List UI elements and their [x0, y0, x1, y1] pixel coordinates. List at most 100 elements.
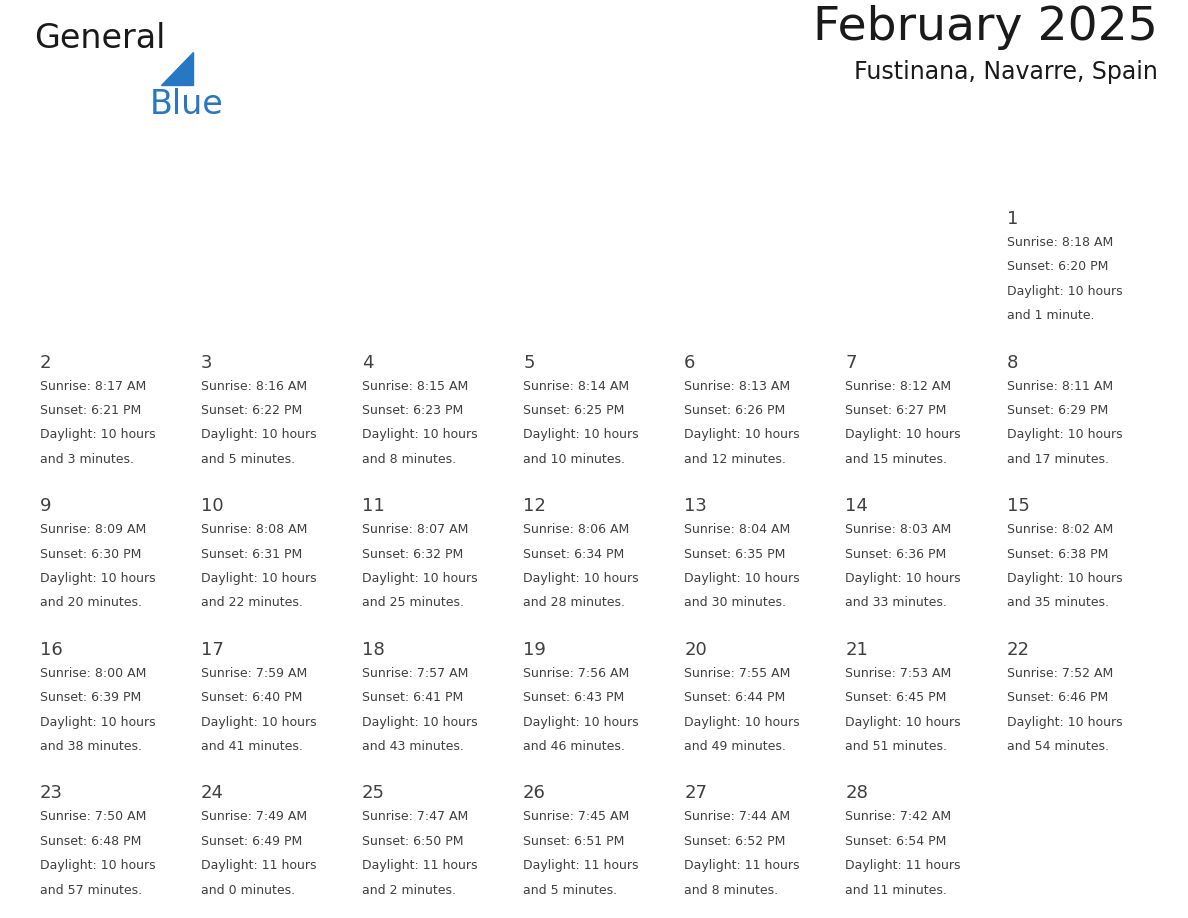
Text: and 8 minutes.: and 8 minutes.	[362, 453, 456, 465]
Text: Sunrise: 7:57 AM: Sunrise: 7:57 AM	[362, 666, 468, 679]
Text: and 33 minutes.: and 33 minutes.	[846, 597, 947, 610]
Text: Daylight: 10 hours: Daylight: 10 hours	[1006, 572, 1123, 585]
Text: 4: 4	[362, 353, 373, 372]
Text: Daylight: 11 hours: Daylight: 11 hours	[684, 859, 800, 872]
Text: and 28 minutes.: and 28 minutes.	[523, 597, 625, 610]
Text: 11: 11	[362, 498, 385, 515]
Text: Monday: Monday	[204, 169, 270, 186]
Text: Sunset: 6:52 PM: Sunset: 6:52 PM	[684, 834, 785, 847]
Text: Daylight: 10 hours: Daylight: 10 hours	[201, 715, 316, 729]
Text: 8: 8	[1006, 353, 1018, 372]
Text: 18: 18	[362, 641, 385, 659]
Text: Daylight: 10 hours: Daylight: 10 hours	[201, 572, 316, 585]
Text: Sunset: 6:32 PM: Sunset: 6:32 PM	[362, 547, 463, 561]
Text: Daylight: 10 hours: Daylight: 10 hours	[39, 572, 156, 585]
Text: Sunset: 6:27 PM: Sunset: 6:27 PM	[846, 404, 947, 417]
Text: and 11 minutes.: and 11 minutes.	[846, 883, 947, 897]
Text: 5: 5	[523, 353, 535, 372]
Text: Daylight: 10 hours: Daylight: 10 hours	[846, 572, 961, 585]
Text: and 5 minutes.: and 5 minutes.	[201, 453, 295, 465]
Text: Sunset: 6:22 PM: Sunset: 6:22 PM	[201, 404, 302, 417]
Text: Daylight: 11 hours: Daylight: 11 hours	[523, 859, 639, 872]
Text: and 49 minutes.: and 49 minutes.	[684, 740, 786, 753]
Text: Sunset: 6:45 PM: Sunset: 6:45 PM	[846, 691, 947, 704]
Text: Sunset: 6:50 PM: Sunset: 6:50 PM	[362, 834, 463, 847]
Text: Daylight: 11 hours: Daylight: 11 hours	[846, 859, 961, 872]
Text: Sunrise: 8:03 AM: Sunrise: 8:03 AM	[846, 523, 952, 536]
Text: Sunset: 6:40 PM: Sunset: 6:40 PM	[201, 691, 302, 704]
Text: and 54 minutes.: and 54 minutes.	[1006, 740, 1108, 753]
Text: Sunrise: 7:55 AM: Sunrise: 7:55 AM	[684, 666, 791, 679]
Text: Sunset: 6:39 PM: Sunset: 6:39 PM	[39, 691, 141, 704]
Text: 12: 12	[523, 498, 546, 515]
Text: Sunset: 6:38 PM: Sunset: 6:38 PM	[1006, 547, 1108, 561]
Text: and 30 minutes.: and 30 minutes.	[684, 597, 786, 610]
Text: and 17 minutes.: and 17 minutes.	[1006, 453, 1108, 465]
Text: Sunrise: 8:15 AM: Sunrise: 8:15 AM	[362, 379, 468, 393]
Text: Daylight: 11 hours: Daylight: 11 hours	[362, 859, 478, 872]
Text: Sunset: 6:41 PM: Sunset: 6:41 PM	[362, 691, 463, 704]
Text: and 20 minutes.: and 20 minutes.	[39, 597, 141, 610]
Text: Daylight: 10 hours: Daylight: 10 hours	[523, 715, 639, 729]
Text: Daylight: 10 hours: Daylight: 10 hours	[684, 429, 800, 442]
Text: Sunset: 6:54 PM: Sunset: 6:54 PM	[846, 834, 947, 847]
Text: 22: 22	[1006, 641, 1030, 659]
Text: and 2 minutes.: and 2 minutes.	[362, 883, 456, 897]
Text: 17: 17	[201, 641, 223, 659]
Text: Sunrise: 7:49 AM: Sunrise: 7:49 AM	[201, 811, 307, 823]
Text: 20: 20	[684, 641, 707, 659]
Text: Daylight: 10 hours: Daylight: 10 hours	[684, 715, 800, 729]
Text: and 8 minutes.: and 8 minutes.	[684, 883, 778, 897]
Text: 27: 27	[684, 785, 707, 802]
Text: Daylight: 10 hours: Daylight: 10 hours	[684, 572, 800, 585]
Text: Sunset: 6:43 PM: Sunset: 6:43 PM	[523, 691, 625, 704]
Text: 2: 2	[39, 353, 51, 372]
Text: Sunrise: 7:44 AM: Sunrise: 7:44 AM	[684, 811, 790, 823]
Text: Thursday: Thursday	[688, 169, 765, 186]
Text: and 22 minutes.: and 22 minutes.	[201, 597, 303, 610]
Text: Sunset: 6:51 PM: Sunset: 6:51 PM	[523, 834, 625, 847]
Text: February 2025: February 2025	[813, 5, 1158, 50]
Text: 3: 3	[201, 353, 213, 372]
Text: Sunrise: 8:09 AM: Sunrise: 8:09 AM	[39, 523, 146, 536]
Text: Saturday: Saturday	[1010, 169, 1085, 186]
Text: Sunrise: 7:50 AM: Sunrise: 7:50 AM	[39, 811, 146, 823]
Text: Sunset: 6:21 PM: Sunset: 6:21 PM	[39, 404, 141, 417]
Polygon shape	[160, 52, 192, 85]
Text: 25: 25	[362, 785, 385, 802]
Text: 13: 13	[684, 498, 707, 515]
Text: Daylight: 10 hours: Daylight: 10 hours	[1006, 285, 1123, 297]
Text: Sunset: 6:23 PM: Sunset: 6:23 PM	[362, 404, 463, 417]
Text: Daylight: 11 hours: Daylight: 11 hours	[201, 859, 316, 872]
Text: 9: 9	[39, 498, 51, 515]
Text: 14: 14	[846, 498, 868, 515]
Text: 21: 21	[846, 641, 868, 659]
Text: Daylight: 10 hours: Daylight: 10 hours	[362, 572, 478, 585]
Text: Daylight: 10 hours: Daylight: 10 hours	[846, 715, 961, 729]
Text: Sunrise: 7:47 AM: Sunrise: 7:47 AM	[362, 811, 468, 823]
Text: Daylight: 10 hours: Daylight: 10 hours	[201, 429, 316, 442]
Text: Sunset: 6:44 PM: Sunset: 6:44 PM	[684, 691, 785, 704]
Text: Sunrise: 7:45 AM: Sunrise: 7:45 AM	[523, 811, 630, 823]
Text: 10: 10	[201, 498, 223, 515]
Text: and 46 minutes.: and 46 minutes.	[523, 740, 625, 753]
Text: 28: 28	[846, 785, 868, 802]
Text: Sunset: 6:20 PM: Sunset: 6:20 PM	[1006, 261, 1108, 274]
Text: Wednesday: Wednesday	[526, 169, 624, 186]
Text: Fustinana, Navarre, Spain: Fustinana, Navarre, Spain	[854, 60, 1158, 84]
Text: Sunset: 6:25 PM: Sunset: 6:25 PM	[523, 404, 625, 417]
Text: General: General	[34, 22, 166, 55]
Text: Sunset: 6:34 PM: Sunset: 6:34 PM	[523, 547, 625, 561]
Text: and 1 minute.: and 1 minute.	[1006, 309, 1094, 322]
Text: 26: 26	[523, 785, 546, 802]
Text: Sunrise: 8:13 AM: Sunrise: 8:13 AM	[684, 379, 790, 393]
Text: Sunrise: 8:18 AM: Sunrise: 8:18 AM	[1006, 236, 1113, 249]
Text: Sunday: Sunday	[43, 169, 105, 186]
Text: Sunrise: 8:12 AM: Sunrise: 8:12 AM	[846, 379, 952, 393]
Text: 23: 23	[39, 785, 63, 802]
Text: Daylight: 10 hours: Daylight: 10 hours	[846, 429, 961, 442]
Text: Blue: Blue	[150, 88, 223, 121]
Text: Daylight: 10 hours: Daylight: 10 hours	[39, 715, 156, 729]
Text: Sunrise: 8:04 AM: Sunrise: 8:04 AM	[684, 523, 790, 536]
Text: and 43 minutes.: and 43 minutes.	[362, 740, 463, 753]
